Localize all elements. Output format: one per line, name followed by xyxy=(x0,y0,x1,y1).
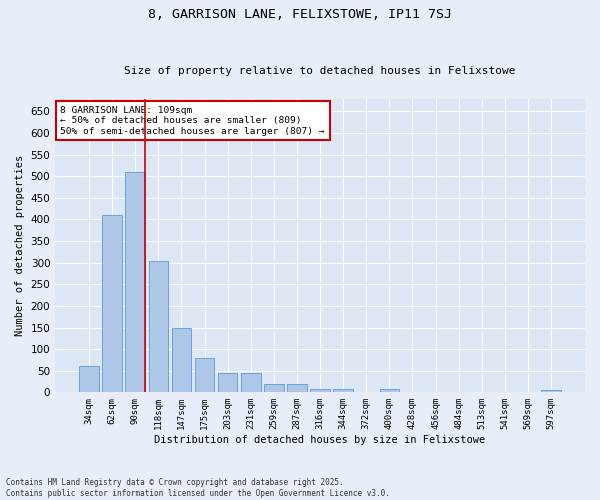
Bar xyxy=(241,373,260,392)
Bar xyxy=(334,390,353,392)
Bar xyxy=(149,260,168,392)
X-axis label: Distribution of detached houses by size in Felixstowe: Distribution of detached houses by size … xyxy=(154,435,486,445)
Bar xyxy=(79,366,99,392)
Bar xyxy=(172,328,191,392)
Bar xyxy=(541,390,561,392)
Bar xyxy=(218,373,238,392)
Bar xyxy=(195,358,214,392)
Bar xyxy=(287,384,307,392)
Bar xyxy=(103,215,122,392)
Y-axis label: Number of detached properties: Number of detached properties xyxy=(15,155,25,336)
Text: 8, GARRISON LANE, FELIXSTOWE, IP11 7SJ: 8, GARRISON LANE, FELIXSTOWE, IP11 7SJ xyxy=(148,8,452,20)
Title: Size of property relative to detached houses in Felixstowe: Size of property relative to detached ho… xyxy=(124,66,516,76)
Bar xyxy=(380,390,399,392)
Bar xyxy=(264,384,284,392)
Bar xyxy=(310,390,330,392)
Text: Contains HM Land Registry data © Crown copyright and database right 2025.
Contai: Contains HM Land Registry data © Crown c… xyxy=(6,478,390,498)
Bar xyxy=(125,172,145,392)
Text: 8 GARRISON LANE: 109sqm
← 50% of detached houses are smaller (809)
50% of semi-d: 8 GARRISON LANE: 109sqm ← 50% of detache… xyxy=(61,106,325,136)
